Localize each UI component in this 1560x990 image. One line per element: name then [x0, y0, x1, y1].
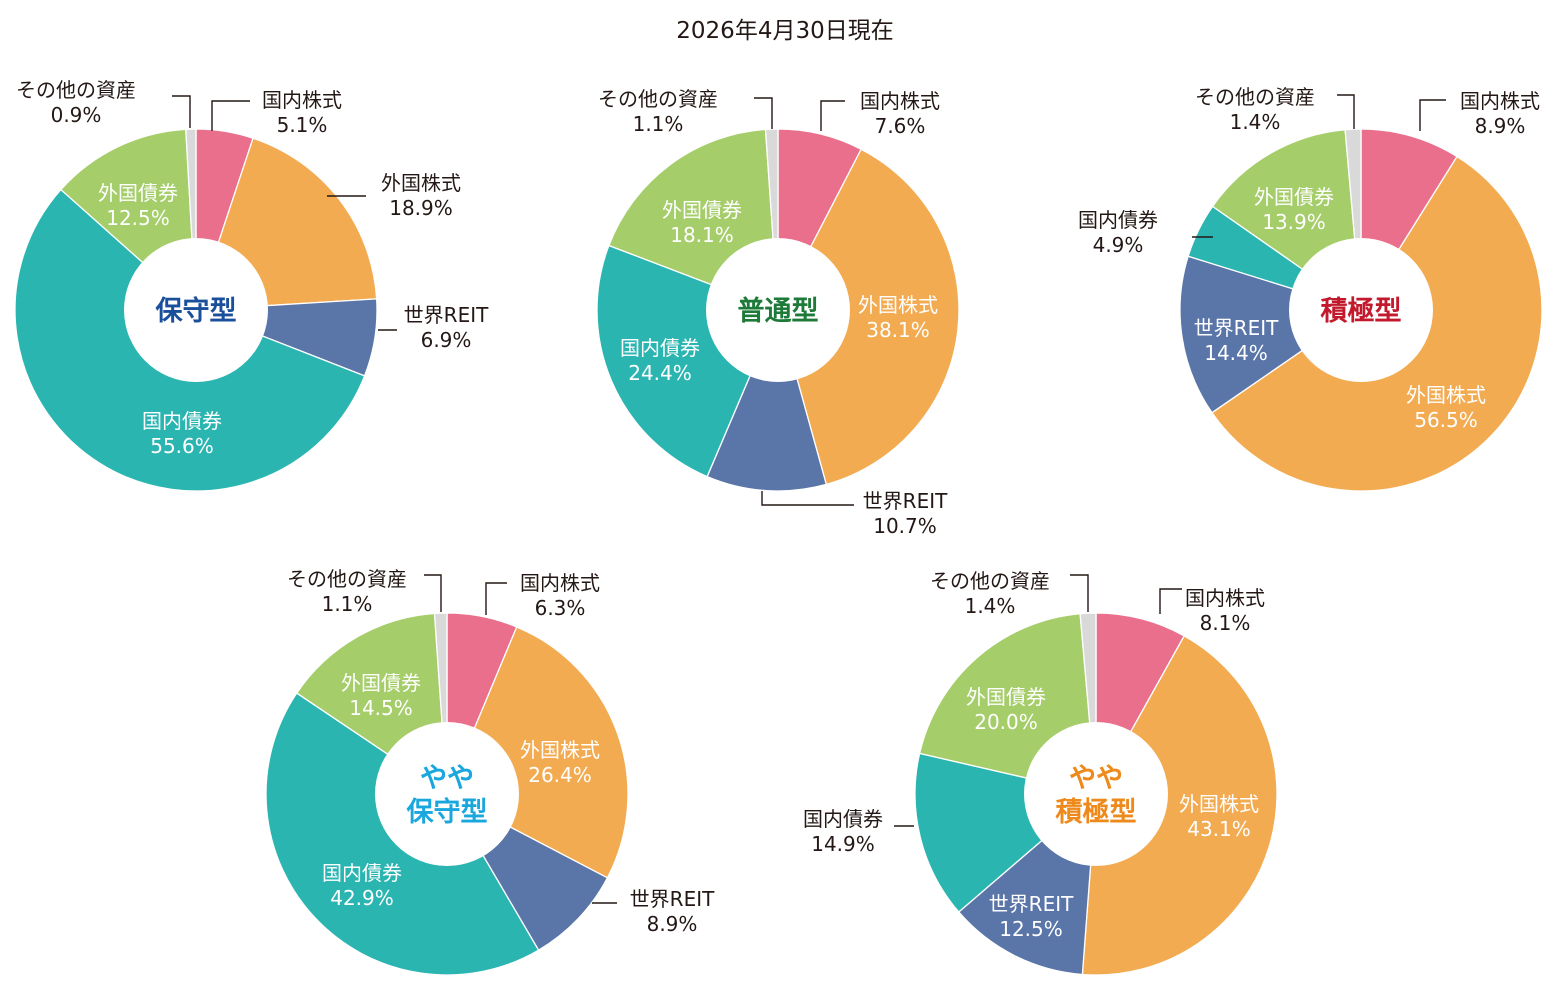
slice-foreign-equity	[1081, 635, 1278, 976]
slice-value-label: 12.5%	[999, 917, 1063, 941]
slice-category-label: 世界REIT	[1194, 316, 1279, 340]
slice-category-label: 世界REIT	[630, 887, 715, 911]
slice-category-label: 外国株式	[520, 738, 600, 762]
slice-category-label: 外国債券	[1254, 185, 1334, 209]
leader-line	[761, 491, 854, 506]
slice-value-label: 56.5%	[1414, 408, 1478, 432]
slice-value-label: 24.4%	[628, 361, 692, 385]
slice-category-label: 外国株式	[381, 171, 461, 195]
leader-line	[211, 100, 250, 131]
slice-value-label: 14.9%	[811, 832, 875, 856]
leader-line	[754, 97, 773, 129]
slice-value-label: 13.9%	[1262, 210, 1326, 234]
slice-value-label: 6.3%	[535, 596, 586, 620]
slice-category-label: 国内債券	[803, 807, 883, 831]
slice-value-label: 8.9%	[1475, 114, 1526, 138]
slice-value-label: 1.1%	[633, 112, 684, 136]
slice-value-label: 18.9%	[389, 196, 453, 220]
slice-category-label: 外国株式	[1406, 383, 1486, 407]
slice-category-label: その他の資産	[287, 567, 407, 591]
donut-hole	[706, 238, 850, 382]
donut-hole	[375, 722, 519, 866]
slice-category-label: 国内債券	[620, 336, 700, 360]
leader-line	[1070, 574, 1089, 612]
slice-value-label: 7.6%	[875, 114, 926, 138]
slice-value-label: 43.1%	[1187, 817, 1251, 841]
slice-global-reit	[1179, 255, 1363, 414]
slice-category-label: 世界REIT	[404, 303, 489, 327]
center-label: 保守型	[406, 796, 488, 828]
leader-line	[424, 574, 442, 612]
slice-value-label: 38.1%	[866, 318, 930, 342]
slice-value-label: 26.4%	[528, 763, 592, 787]
slice-value-label: 8.9%	[647, 912, 698, 936]
slice-value-label: 4.9%	[1093, 233, 1144, 257]
slice-category-label: 国内株式	[860, 89, 940, 113]
slice-foreign-equity	[777, 148, 960, 486]
slice-value-label: 10.7%	[873, 514, 937, 538]
slice-category-label: その他の資産	[16, 78, 136, 102]
slice-category-label: 外国債券	[662, 198, 742, 222]
slice-category-label: 外国株式	[1179, 792, 1259, 816]
slice-value-label: 1.4%	[965, 594, 1016, 618]
slice-category-label: 国内株式	[262, 88, 342, 112]
slice-value-label: 55.6%	[150, 434, 214, 458]
slice-value-label: 12.5%	[106, 206, 170, 230]
leader-line	[172, 95, 191, 128]
slice-category-label: 国内株式	[520, 571, 600, 595]
slice-category-label: その他の資産	[1195, 85, 1315, 109]
leader-line	[1419, 99, 1446, 131]
slice-category-label: 国内株式	[1185, 586, 1265, 610]
center-label: やや	[420, 763, 474, 794]
leader-line	[485, 582, 507, 615]
leader-line	[820, 100, 845, 131]
slice-category-label: 外国債券	[98, 181, 178, 205]
slice-category-label: 国内債券	[142, 409, 222, 433]
charts-group: 保守型国内株式5.1%外国株式18.9%世界REIT6.9%国内債券55.6%外…	[14, 78, 1543, 976]
donut-hole	[124, 238, 268, 382]
center-label: やや	[1069, 763, 1123, 794]
slice-value-label: 0.9%	[51, 103, 102, 127]
slice-value-label: 6.9%	[421, 328, 472, 352]
center-label: 積極型	[1056, 797, 1137, 828]
donut-hole	[1289, 238, 1433, 382]
slice-value-label: 14.4%	[1204, 341, 1268, 365]
center-label: 積極型	[1321, 296, 1402, 327]
leader-line	[1337, 94, 1355, 129]
slice-category-label: 外国債券	[966, 685, 1046, 709]
slice-category-label: 世界REIT	[863, 489, 948, 513]
slice-category-label: その他の資産	[598, 87, 718, 111]
date-label: 2026年4月30日現在	[676, 18, 893, 44]
slice-value-label: 5.1%	[277, 113, 328, 137]
slice-category-label: 国内債券	[322, 861, 402, 885]
slice-value-label: 14.5%	[349, 696, 413, 720]
slice-category-label: 国内株式	[1460, 89, 1540, 113]
slice-category-label: 世界REIT	[989, 892, 1074, 916]
slice-category-label: 外国株式	[858, 293, 938, 317]
slice-category-label: その他の資産	[930, 569, 1050, 593]
center-label: 保守型	[155, 295, 237, 327]
slice-category-label: 外国債券	[341, 671, 421, 695]
donut-hole	[1024, 722, 1168, 866]
slice-global-reit	[706, 308, 828, 492]
slice-value-label: 42.9%	[330, 886, 394, 910]
center-label: 普通型	[738, 295, 819, 327]
slice-category-label: 国内債券	[1078, 208, 1158, 232]
slice-value-label: 18.1%	[670, 223, 734, 247]
slice-value-label: 1.4%	[1230, 110, 1281, 134]
leader-line	[1159, 588, 1182, 614]
slice-value-label: 1.1%	[322, 592, 373, 616]
slice-value-label: 8.1%	[1200, 611, 1251, 635]
slice-value-label: 20.0%	[974, 710, 1038, 734]
